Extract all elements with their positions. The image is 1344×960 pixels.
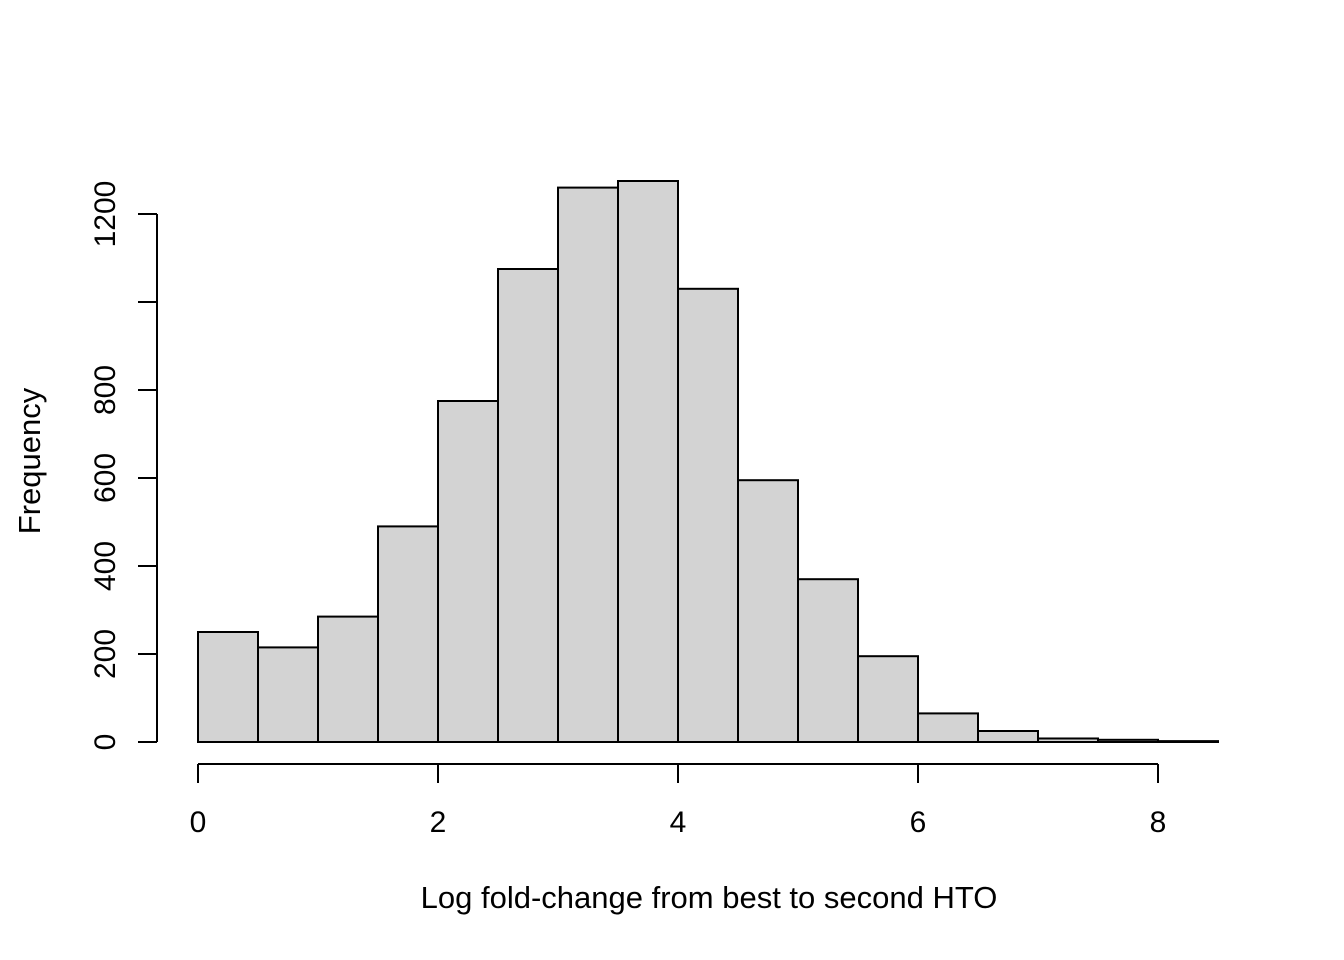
x-tick-label: 8	[1150, 806, 1167, 839]
histogram-bar	[1097, 738, 1159, 743]
y-tick-label: 800	[89, 365, 122, 415]
histogram-bar	[497, 268, 559, 743]
histogram-bar	[617, 180, 679, 743]
x-tick-label: 0	[190, 806, 207, 839]
histogram-bar	[257, 646, 319, 744]
y-tick-label: 1200	[89, 181, 122, 248]
x-tick-label: 4	[670, 806, 687, 839]
histogram-bar	[677, 287, 739, 743]
histogram-bar	[797, 578, 859, 744]
y-tick-label: 0	[89, 734, 122, 751]
histogram-bar	[1157, 740, 1219, 743]
histogram-bar	[857, 655, 919, 744]
histogram-bar	[317, 615, 379, 743]
histogram-bar	[737, 479, 799, 743]
histogram-bar	[377, 525, 439, 744]
y-tick-label: 400	[89, 541, 122, 591]
histogram-bar	[557, 186, 619, 744]
x-tick-label: 2	[430, 806, 447, 839]
y-tick-label: 200	[89, 629, 122, 679]
histogram-bar	[1037, 737, 1099, 743]
histogram-bar	[977, 730, 1039, 743]
x-axis-title: Log fold-change from best to second HTO	[421, 880, 998, 915]
histogram-bar	[437, 400, 499, 743]
x-tick-label: 6	[910, 806, 927, 839]
y-axis-title: Frequency	[12, 387, 47, 534]
y-tick-label: 600	[89, 453, 122, 503]
histogram-bar	[197, 631, 259, 743]
histogram-bar	[917, 712, 979, 744]
